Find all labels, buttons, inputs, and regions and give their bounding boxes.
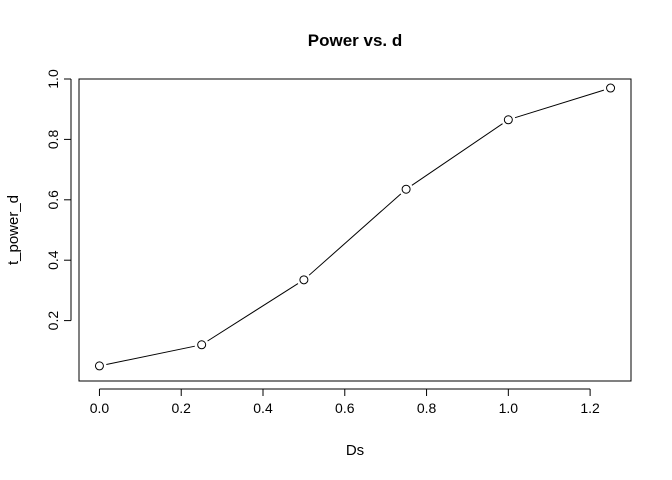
x-tick-label: 0.6 xyxy=(335,400,355,416)
plot-frame xyxy=(78,78,632,382)
x-axis: 0.0 0.2 0.4 0.6 0.8 1.0 1.2 xyxy=(90,388,600,416)
y-tick-label: 0.4 xyxy=(45,250,61,270)
y-axis-label: t_power_d xyxy=(5,195,22,265)
chart-title: Power vs. d xyxy=(308,31,402,50)
x-tick-label: 1.2 xyxy=(580,400,600,416)
y-tick-label: 0.2 xyxy=(45,311,61,331)
data-point xyxy=(401,184,411,194)
series-t-power-d xyxy=(94,83,616,371)
series-line-segment xyxy=(308,193,402,276)
data-point xyxy=(503,115,513,125)
series-line-segment xyxy=(207,283,299,342)
data-point xyxy=(299,275,309,285)
data-point xyxy=(94,361,104,371)
x-axis-label: Ds xyxy=(346,442,364,459)
y-tick-label: 1.0 xyxy=(45,69,61,89)
x-tick-label: 0.0 xyxy=(90,400,110,416)
x-tick-label: 1.0 xyxy=(499,400,519,416)
data-point xyxy=(197,340,207,350)
x-tick-label: 0.2 xyxy=(171,400,191,416)
y-axis: 0.2 0.4 0.6 0.8 1.0 xyxy=(45,69,72,331)
x-tick-label: 0.4 xyxy=(253,400,273,416)
series-line-segment xyxy=(514,89,605,119)
y-tick-label: 0.8 xyxy=(45,129,61,149)
series-line-segment xyxy=(106,345,195,365)
data-point xyxy=(606,83,616,93)
y-tick-label: 0.6 xyxy=(45,190,61,210)
x-tick-label: 0.8 xyxy=(417,400,437,416)
series-line-segment xyxy=(411,123,503,186)
